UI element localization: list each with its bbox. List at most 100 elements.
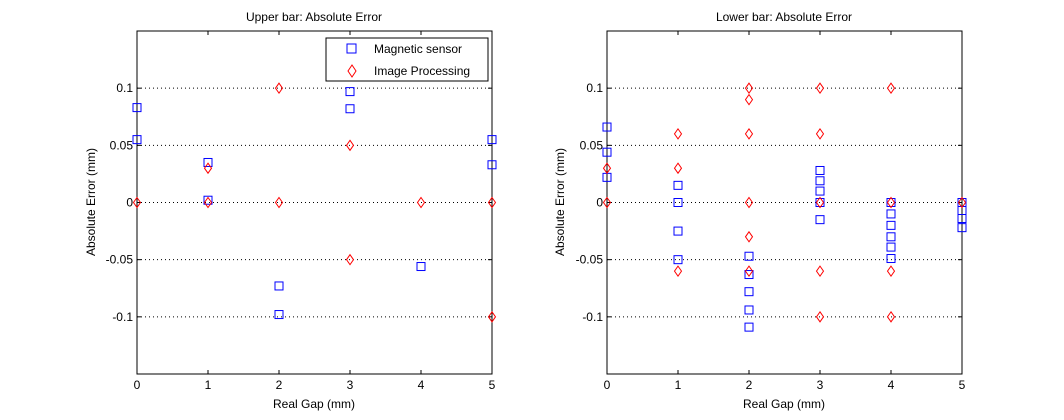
chart-title: Upper bar: Absolute Error bbox=[246, 10, 382, 24]
magnetic-sensor-point bbox=[815, 176, 825, 186]
magnetic-sensor-point bbox=[815, 165, 825, 175]
magnetic-sensor-point bbox=[886, 232, 896, 242]
magnetic-sensor-point bbox=[886, 242, 896, 252]
image-processing-point bbox=[673, 265, 683, 277]
image-processing-point bbox=[744, 265, 754, 277]
image-processing-point bbox=[345, 139, 355, 152]
upper-bar-panel: Upper bar: Absolute Error -0.1 -0.05 0 0.05… bbox=[84, 10, 497, 411]
magnetic-sensor-point bbox=[274, 281, 284, 291]
magnetic-sensor-point bbox=[602, 147, 612, 157]
image-processing-point bbox=[957, 196, 967, 209]
magnetic-sensor-point bbox=[345, 87, 355, 97]
magnetic-sensor-point bbox=[673, 198, 683, 207]
magnetic-sensor-point bbox=[886, 254, 896, 264]
x-axis-label: Real Gap (mm) bbox=[743, 397, 825, 411]
legend-box bbox=[325, 37, 489, 82]
magnetic-sensor-point bbox=[673, 255, 683, 265]
image-processing-point bbox=[274, 82, 284, 95]
chart-title: Lower bar: Absolute Error bbox=[716, 10, 852, 24]
magnetic-sensor-point bbox=[815, 186, 825, 196]
y-tick-label: 0 bbox=[126, 196, 133, 210]
legend-square-marker bbox=[346, 43, 357, 54]
magnetic-sensor-point bbox=[203, 195, 213, 205]
image-processing-point bbox=[487, 310, 497, 323]
x-tick-label: 2 bbox=[276, 378, 283, 392]
image-processing-point bbox=[602, 196, 612, 209]
y-tick-label: 0.05 bbox=[580, 138, 604, 152]
magnetic-sensor-point bbox=[744, 270, 754, 280]
y-axis-label: Absolute Error (mm) bbox=[84, 148, 98, 256]
y-tick-label: 0.05 bbox=[110, 138, 134, 152]
image-processing-point bbox=[744, 93, 754, 106]
magnetic-sensor-point bbox=[345, 104, 355, 114]
magnetic-sensor-point bbox=[957, 214, 967, 224]
axis-ticks: -0.1 -0.05 0 0.05 0.1 0 1 2 3 4 5 bbox=[106, 31, 496, 392]
image-processing-point bbox=[487, 196, 497, 209]
x-tick-label: 4 bbox=[888, 378, 895, 392]
image-processing-point bbox=[673, 162, 683, 175]
magnetic-sensor-point bbox=[815, 215, 825, 225]
magnetic-sensor-point bbox=[886, 220, 896, 230]
y-tick-label: -0.05 bbox=[576, 253, 604, 267]
x-tick-label: 1 bbox=[675, 378, 682, 392]
image-processing-point bbox=[744, 196, 754, 209]
magnetic-sensor-point bbox=[487, 160, 497, 170]
legend: Magnetic sensor Image Processing bbox=[325, 37, 489, 82]
image-processing-point bbox=[416, 196, 426, 209]
magnetic-sensor-point bbox=[416, 262, 426, 272]
x-axis-label: Real Gap (mm) bbox=[273, 397, 355, 411]
image-processing-point bbox=[815, 82, 825, 95]
grid-lines bbox=[607, 87, 962, 318]
image-processing-point bbox=[815, 265, 825, 277]
y-tick-label: -0.1 bbox=[582, 310, 603, 324]
y-axis-label: Absolute Error (mm) bbox=[553, 148, 567, 256]
image-processing-point bbox=[345, 253, 355, 266]
legend-label-magnetic-sensor: Magnetic sensor bbox=[374, 42, 462, 56]
image-processing-point bbox=[602, 162, 612, 175]
magnetic-sensor-point bbox=[132, 103, 142, 113]
image-processing-point bbox=[886, 196, 896, 209]
legend-diamond-marker bbox=[347, 64, 357, 78]
magnetic-sensor-point bbox=[744, 305, 754, 315]
x-tick-label: 3 bbox=[817, 378, 824, 392]
y-tick-label: 0 bbox=[596, 196, 603, 210]
y-tick-label: -0.1 bbox=[112, 310, 133, 324]
data-marks bbox=[132, 82, 497, 323]
image-processing-point bbox=[744, 230, 754, 243]
magnetic-sensor-point bbox=[744, 287, 754, 297]
magnetic-sensor-point bbox=[274, 310, 284, 320]
image-processing-point bbox=[744, 82, 754, 95]
magnetic-sensor-point bbox=[673, 180, 683, 190]
magnetic-sensor-point bbox=[957, 223, 967, 233]
y-tick-label: -0.05 bbox=[106, 253, 134, 267]
x-tick-label: 5 bbox=[959, 378, 966, 392]
x-tick-label: 1 bbox=[205, 378, 212, 392]
image-processing-point bbox=[132, 196, 142, 209]
image-processing-point bbox=[815, 196, 825, 209]
axis-ticks: -0.1 -0.05 0 0.05 0.1 0 1 2 3 4 5 bbox=[576, 31, 966, 392]
magnetic-sensor-point bbox=[673, 226, 683, 236]
legend-label-image-processing: Image Processing bbox=[374, 64, 470, 78]
image-processing-point bbox=[815, 128, 825, 140]
data-marks bbox=[602, 82, 967, 332]
x-tick-label: 0 bbox=[134, 378, 141, 392]
y-tick-label: 0.1 bbox=[116, 81, 133, 95]
x-tick-label: 4 bbox=[418, 378, 425, 392]
magnetic-sensor-point bbox=[203, 157, 213, 167]
grid-lines bbox=[137, 87, 492, 318]
image-processing-point bbox=[886, 310, 896, 323]
magnetic-sensor-point bbox=[744, 322, 754, 332]
plot-area-frame bbox=[136, 30, 493, 375]
x-tick-label: 3 bbox=[347, 378, 354, 392]
image-processing-point bbox=[886, 265, 896, 277]
magnetic-sensor-point bbox=[132, 135, 142, 145]
magnetic-sensor-point bbox=[602, 122, 612, 132]
image-processing-point bbox=[274, 196, 284, 209]
x-tick-label: 0 bbox=[604, 378, 611, 392]
magnetic-sensor-point bbox=[744, 251, 754, 261]
lower-bar-panel: Lower bar: Absolute Error -0.1 -0.05 0 0.05… bbox=[553, 10, 967, 411]
image-processing-point bbox=[203, 162, 213, 175]
image-processing-point bbox=[203, 196, 213, 209]
image-processing-point bbox=[744, 128, 754, 140]
